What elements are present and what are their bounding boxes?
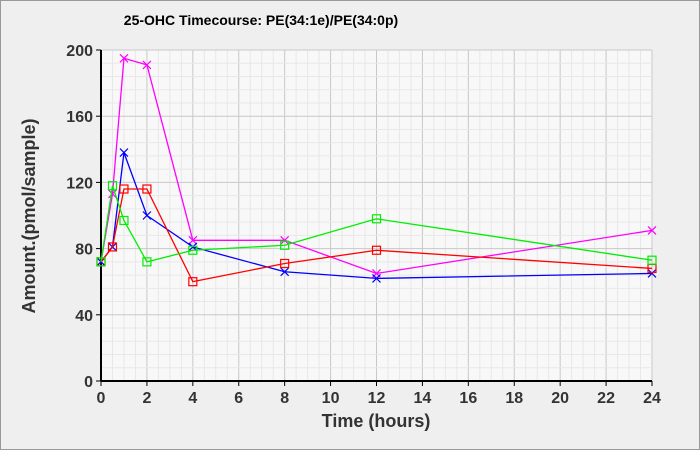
x-tick-label: 24 — [643, 390, 661, 407]
series-line-green — [100, 185, 653, 263]
data-point-green — [142, 257, 152, 267]
y-tick-label: 80 — [75, 242, 93, 259]
data-point-green — [119, 215, 129, 226]
data-point-blue — [119, 148, 129, 158]
data-point-green — [371, 214, 382, 224]
data-point-red — [371, 245, 382, 255]
x-tick-label: 0 — [97, 390, 106, 407]
data-point-red — [280, 258, 290, 269]
data-point-blue — [372, 273, 381, 283]
data-point-magenta — [108, 189, 117, 199]
data-point-green — [188, 245, 198, 255]
x-tick-label: 8 — [280, 390, 289, 407]
data-point-blue — [647, 269, 657, 278]
y-axis-label: Amount.(pmol/sample) — [19, 118, 39, 313]
chart-title: 25-OHC Timecourse: PE(34:1e)/PE(34:0p) — [123, 12, 399, 28]
x-tick-label: 20 — [551, 390, 569, 407]
y-tick-label: 0 — [84, 374, 93, 391]
data-point-magenta — [280, 235, 290, 245]
data-point-red — [119, 184, 129, 194]
y-tick-label: 40 — [75, 308, 93, 325]
data-point-magenta — [142, 60, 152, 70]
x-tick-label: 10 — [322, 390, 340, 407]
data-point-green — [647, 255, 657, 265]
data-point-red — [188, 277, 198, 287]
data-point-magenta — [119, 53, 129, 63]
data-point-magenta — [647, 225, 657, 235]
x-tick-label: 2 — [142, 390, 151, 407]
x-tick-label: 22 — [597, 390, 615, 407]
data-point-blue — [280, 267, 290, 277]
data-point-green — [96, 257, 106, 267]
data-point-blue — [142, 211, 152, 220]
x-tick-label: 14 — [414, 390, 432, 407]
y-tick-label: 160 — [66, 109, 93, 126]
data-point-red — [107, 242, 118, 252]
x-axis-label: Time (hours) — [322, 411, 431, 431]
data-point-green — [107, 181, 118, 191]
series-line-blue — [100, 152, 653, 280]
x-tick-label: 6 — [234, 390, 243, 407]
x-tick-label: 4 — [188, 390, 197, 407]
data-point-green — [280, 240, 290, 250]
x-tick-label: 12 — [368, 390, 386, 407]
x-tick-label: 18 — [505, 390, 523, 407]
series-line-magenta — [100, 57, 653, 275]
data-point-red — [142, 184, 152, 194]
x-tick-label: 16 — [459, 390, 477, 407]
y-tick-label: 120 — [66, 175, 93, 192]
series-line-red — [100, 188, 653, 283]
y-tick-label: 200 — [66, 43, 93, 60]
data-point-magenta — [188, 235, 198, 245]
